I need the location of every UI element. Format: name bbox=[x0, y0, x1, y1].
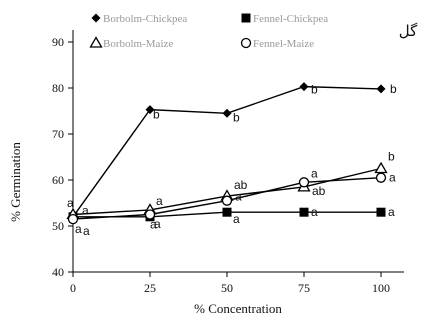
legend-marker bbox=[91, 13, 101, 23]
data-point bbox=[222, 207, 232, 217]
x-tick-label: 25 bbox=[144, 281, 156, 295]
significance-label: b bbox=[311, 83, 318, 97]
legend-label: Fennel-Maize bbox=[253, 38, 314, 50]
series-borbolm-chickpea: ab bb b bbox=[67, 82, 397, 222]
significance-label: b bbox=[388, 150, 395, 164]
legend-label: Borbolm-Chickpea bbox=[103, 13, 187, 25]
data-point bbox=[299, 207, 309, 217]
x-axis-title: % Concentration bbox=[194, 301, 282, 316]
corner-label: گل bbox=[399, 22, 418, 40]
significance-label: ab bbox=[312, 184, 326, 198]
significance-label: a bbox=[233, 212, 240, 226]
y-tick-label: 60 bbox=[52, 173, 64, 187]
legend-marker bbox=[241, 13, 251, 23]
y-tick-label: 70 bbox=[52, 127, 64, 141]
significance-label: a bbox=[83, 224, 90, 238]
significance-label: a bbox=[82, 204, 89, 218]
significance-label: b bbox=[153, 108, 160, 122]
legend-marker bbox=[89, 36, 103, 48]
x-tick-label: 100 bbox=[372, 281, 390, 295]
significance-label: a bbox=[311, 205, 318, 219]
significance-label: a bbox=[67, 196, 74, 210]
y-tick-label: 40 bbox=[52, 265, 64, 279]
legend-marker bbox=[240, 37, 252, 49]
data-point bbox=[376, 207, 386, 217]
data-point bbox=[298, 177, 310, 188]
significance-label: ab bbox=[234, 178, 248, 192]
data-point bbox=[374, 161, 388, 174]
significance-label: a bbox=[154, 217, 161, 231]
significance-label: a bbox=[388, 205, 395, 219]
data-point bbox=[145, 105, 155, 115]
data-point bbox=[67, 213, 79, 225]
significance-label: a bbox=[75, 222, 82, 236]
significance-label: a bbox=[235, 190, 242, 204]
significance-label: b bbox=[233, 110, 240, 124]
data-point bbox=[144, 209, 156, 220]
x-tick-label: 0 bbox=[70, 281, 76, 295]
data-point bbox=[221, 195, 233, 206]
data-point bbox=[375, 172, 387, 183]
data-point bbox=[376, 84, 386, 94]
legend-label: Fennel-Chickpea bbox=[253, 13, 328, 25]
y-tick-label: 90 bbox=[52, 35, 64, 49]
series-fennel-maize: a aaa a bbox=[67, 166, 396, 238]
significance-label: a bbox=[150, 218, 157, 232]
legend-label: Borbolm-Maize bbox=[103, 38, 173, 50]
significance-label: a bbox=[156, 194, 163, 208]
x-tick-label: 50 bbox=[221, 281, 233, 295]
y-axis-title: % Germination bbox=[8, 142, 23, 222]
significance-label: b bbox=[390, 82, 397, 96]
significance-label: a bbox=[389, 171, 396, 185]
legend: Borbolm-Chickpea Fennel-Chickpea Borbolm-M… bbox=[89, 13, 328, 50]
x-ticks: 0 25 50 75 100 bbox=[70, 272, 390, 295]
data-point bbox=[299, 82, 309, 92]
x-tick-label: 75 bbox=[298, 281, 310, 295]
significance-label: a bbox=[311, 166, 318, 180]
y-tick-label: 80 bbox=[52, 81, 64, 95]
y-ticks: 40 50 60 70 80 90 bbox=[52, 35, 73, 279]
y-tick-label: 50 bbox=[52, 219, 64, 233]
data-point bbox=[222, 108, 232, 118]
